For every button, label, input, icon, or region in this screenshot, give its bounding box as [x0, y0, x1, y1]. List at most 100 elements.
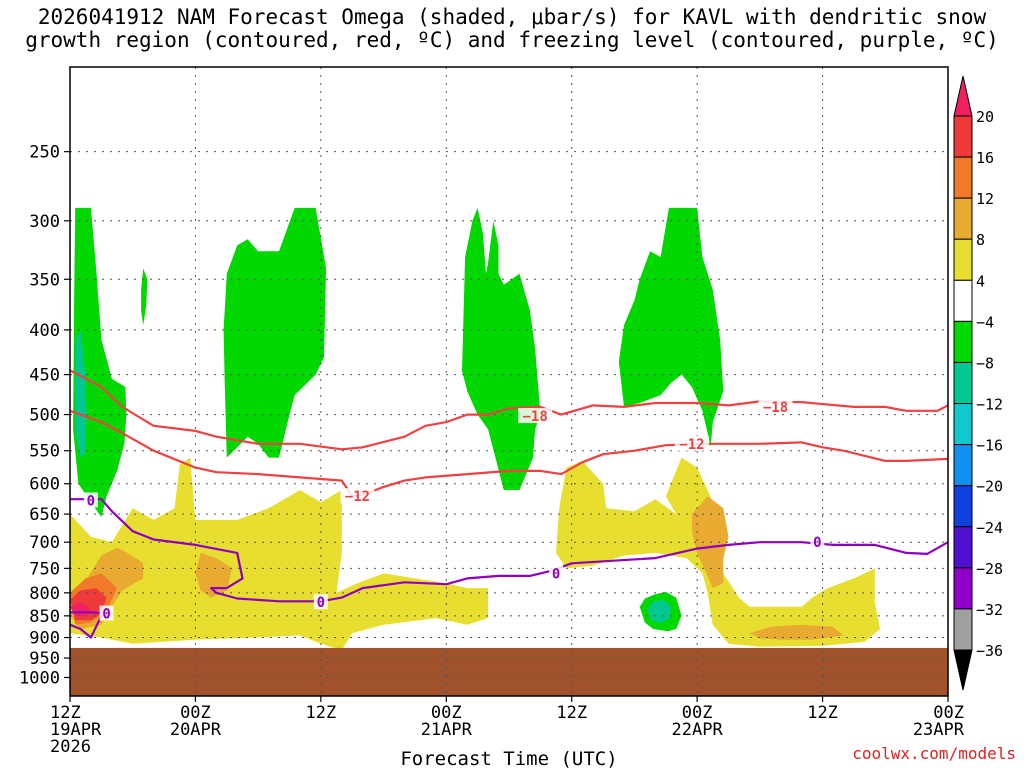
- x-tick-label-0-2: 2026: [50, 737, 91, 757]
- colorbar-label-0: 20: [976, 108, 994, 126]
- y-tick-label-300: 300: [29, 212, 60, 232]
- ground-layer: [70, 647, 948, 696]
- colorbar-label-10: −24: [976, 519, 1003, 537]
- contour-label-3: −12: [679, 437, 704, 453]
- y-tick-label-750: 750: [29, 559, 60, 579]
- contour-label-2: −12: [345, 489, 370, 505]
- colorbar-label-8: −16: [976, 437, 1003, 455]
- colorbar-box-8: [953, 444, 973, 487]
- colorbar-label-5: −4: [976, 313, 994, 331]
- x-tick-label-24-0: 12Z: [305, 703, 336, 723]
- omega-region-1: [556, 457, 881, 647]
- colorbar-label-12: −32: [976, 601, 1003, 619]
- x-tick-label-0-1: 19APR: [50, 720, 102, 740]
- omega-shading: [70, 207, 881, 650]
- colorbar-label-1: 16: [976, 149, 994, 167]
- colorbar-label-2: 12: [976, 190, 994, 208]
- y-tick-label-650: 650: [29, 505, 60, 525]
- y-tick-label-800: 800: [29, 584, 60, 604]
- contour-0: [70, 498, 949, 603]
- contour-label-7: 0: [813, 535, 821, 551]
- x-tick-label-12-0: 00Z: [180, 703, 211, 723]
- x-axis-label: Forecast Time (UTC): [400, 748, 617, 768]
- title-line-2: growth region (contoured, red, ºC) and f…: [25, 28, 999, 52]
- omega-region-11: [223, 207, 327, 458]
- x-tick-label-84-1: 23APR: [913, 720, 965, 740]
- contour-label-bg-2: [340, 488, 375, 504]
- colorbar-label-3: 8: [976, 231, 985, 249]
- x-tick-label-72-0: 12Z: [807, 703, 838, 723]
- y-tick-label-450: 450: [29, 366, 60, 386]
- contour-label-bg-4: [83, 492, 98, 508]
- contour-label-bg-5: [313, 594, 328, 610]
- colorbar-box-9: [953, 485, 973, 528]
- omega-region-3: [195, 552, 232, 598]
- contour-label-bg-3: [674, 435, 709, 451]
- chart-title: 2026041912 NAM Forecast Omega (shaded, μ…: [0, 6, 1024, 52]
- colorbar-box-11: [953, 567, 973, 610]
- colorbar-box-1: [953, 156, 973, 199]
- credit-text: coolwx.com/models: [852, 744, 1016, 763]
- omega-region-16: [648, 599, 671, 623]
- omega-region-12: [462, 207, 541, 490]
- y-tick-label-700: 700: [29, 533, 60, 553]
- colorbar-box-2: [953, 197, 973, 240]
- contour-label-bg-0: [518, 408, 553, 424]
- contour-label-bg-7: [810, 534, 825, 550]
- colorbar-box-3: [953, 238, 973, 281]
- y-tick-label-950: 950: [29, 649, 60, 669]
- omega-region-10: [141, 268, 148, 326]
- colorbar-top-arrow: [953, 75, 973, 117]
- colorbar-bottom-arrow: [953, 649, 973, 691]
- colorbar-box-7: [953, 403, 973, 446]
- contour-label-1: −18: [763, 400, 788, 416]
- omega-region-9: [73, 207, 127, 517]
- colorbar: 20 16 12 8 4 −4 −8 −12 −16 −20 −24 −28 −32 −36: [953, 75, 1003, 691]
- contour-labels: −18 −18 −12 −12 0 0 0 0 0: [83, 398, 825, 623]
- y-tick-label-250: 250: [29, 143, 60, 163]
- y-tick-label-550: 550: [29, 442, 60, 462]
- colorbar-box-0: [953, 115, 973, 158]
- y-tick-label-600: 600: [29, 475, 60, 495]
- y-tick-label-500: 500: [29, 406, 60, 426]
- x-tick-label-60-0: 00Z: [682, 703, 713, 723]
- contour-label-bg-6: [549, 565, 564, 581]
- colorbar-label-9: −20: [976, 478, 1003, 496]
- x-tick-label-12-1: 20APR: [170, 720, 222, 740]
- contour-label-0: −18: [522, 409, 547, 425]
- colorbar-box-4: [953, 279, 973, 322]
- pressure-axis: 2503003504004505005506006507007508008509…: [19, 143, 70, 688]
- omega-region-5: [749, 624, 844, 640]
- x-tick-label-60-1: 22APR: [672, 720, 724, 740]
- plot-frame: [69, 66, 949, 697]
- y-tick-label-350: 350: [29, 270, 60, 290]
- colorbar-label-4: 4: [976, 272, 985, 290]
- plot-border: [69, 66, 949, 697]
- contour--12: [69, 409, 949, 498]
- contour--18: [69, 369, 949, 451]
- omega-region-13: [618, 207, 724, 448]
- omega-region-0: [70, 457, 489, 650]
- colorbar-label-6: −8: [976, 354, 994, 372]
- contour-label-4: 0: [87, 493, 95, 509]
- contour-label-8: 0: [102, 607, 110, 623]
- omega-region-15: [75, 329, 87, 458]
- ground-fill: [70, 647, 948, 696]
- y-tick-label-900: 900: [29, 629, 60, 649]
- x-tick-label-36-1: 21APR: [421, 720, 473, 740]
- y-tick-label-1000: 1000: [19, 668, 60, 688]
- colorbar-label-7: −12: [976, 396, 1003, 414]
- y-tick-label-400: 400: [29, 321, 60, 341]
- contour-label-bg-8: [99, 605, 114, 621]
- x-tick-label-0-0: 12Z: [50, 703, 81, 723]
- x-tick-label-84-0: 00Z: [933, 703, 964, 723]
- colorbar-box-12: [953, 608, 973, 651]
- y-tick-label-850: 850: [29, 607, 60, 627]
- contour-label-5: 0: [317, 595, 325, 611]
- colorbar-label-11: −28: [976, 560, 1003, 578]
- colorbar-label-13: −36: [976, 642, 1003, 660]
- title-line-1: 2026041912 NAM Forecast Omega (shaded, μ…: [37, 5, 987, 29]
- colorbar-box-5: [953, 320, 973, 363]
